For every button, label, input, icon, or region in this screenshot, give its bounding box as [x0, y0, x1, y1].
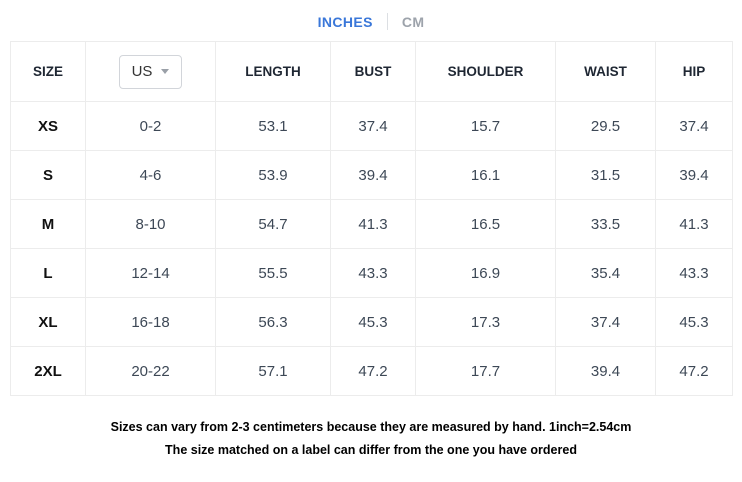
cell-shoulder: 16.5 — [415, 199, 556, 249]
table-row-xs: XS 0-2 53.1 37.4 15.7 29.5 37.4 — [10, 101, 733, 151]
unit-tab-cm[interactable]: CM — [401, 13, 425, 30]
cell-size: L — [10, 248, 86, 298]
header-hip: HIP — [655, 41, 733, 102]
cell-size: M — [10, 199, 86, 249]
cell-hip: 37.4 — [655, 101, 733, 151]
cell-us: 0-2 — [85, 101, 216, 151]
header-region: US — [85, 41, 216, 102]
unit-tab-inches[interactable]: INCHES — [317, 13, 373, 30]
chevron-down-icon — [161, 69, 170, 74]
cell-bust: 47.2 — [330, 346, 416, 396]
cell-hip: 41.3 — [655, 199, 733, 249]
disclaimer-line-1: Sizes can vary from 2-3 centimeters beca… — [110, 420, 632, 434]
cell-us: 8-10 — [85, 199, 216, 249]
table-row-s: S 4-6 53.9 39.4 16.1 31.5 39.4 — [10, 150, 733, 200]
cell-waist: 31.5 — [555, 150, 656, 200]
cell-length: 57.1 — [215, 346, 331, 396]
cell-us: 20-22 — [85, 346, 216, 396]
table-row-l: L 12-14 55.5 43.3 16.9 35.4 43.3 — [10, 248, 733, 298]
cell-size: S — [10, 150, 86, 200]
cell-bust: 37.4 — [330, 101, 416, 151]
header-size: SIZE — [10, 41, 86, 102]
unit-toggle: INCHES CM — [0, 0, 742, 41]
cell-length: 54.7 — [215, 199, 331, 249]
cell-waist: 35.4 — [555, 248, 656, 298]
cell-waist: 33.5 — [555, 199, 656, 249]
cell-bust: 45.3 — [330, 297, 416, 347]
cell-shoulder: 17.7 — [415, 346, 556, 396]
cell-bust: 43.3 — [330, 248, 416, 298]
cell-shoulder: 16.1 — [415, 150, 556, 200]
cell-length: 53.1 — [215, 101, 331, 151]
table-row-m: M 8-10 54.7 41.3 16.5 33.5 41.3 — [10, 199, 733, 249]
cell-size: XS — [10, 101, 86, 151]
cell-length: 56.3 — [215, 297, 331, 347]
cell-size: 2XL — [10, 346, 86, 396]
cell-size: XL — [10, 297, 86, 347]
cell-length: 55.5 — [215, 248, 331, 298]
header-waist: WAIST — [555, 41, 656, 102]
cell-bust: 41.3 — [330, 199, 416, 249]
cell-us: 16-18 — [85, 297, 216, 347]
header-shoulder: SHOULDER — [415, 41, 556, 102]
header-row: SIZE US LENGTH BUST SHOULDER WAIST HIP — [10, 41, 733, 102]
cell-hip: 39.4 — [655, 150, 733, 200]
header-bust: BUST — [330, 41, 416, 102]
table-row-xl: XL 16-18 56.3 45.3 17.3 37.4 45.3 — [10, 297, 733, 347]
table-row-2xl: 2XL 20-22 57.1 47.2 17.7 39.4 47.2 — [10, 346, 733, 396]
unit-toggle-divider — [386, 13, 388, 30]
cell-hip: 43.3 — [655, 248, 733, 298]
disclaimer-line-2: The size matched on a label can differ f… — [165, 443, 577, 457]
region-select-dropdown[interactable]: US — [118, 54, 183, 89]
cell-hip: 47.2 — [655, 346, 733, 396]
cell-bust: 39.4 — [330, 150, 416, 200]
size-disclaimer: Sizes can vary from 2-3 centimeters beca… — [0, 420, 742, 458]
cell-shoulder: 16.9 — [415, 248, 556, 298]
size-chart-table: SIZE US LENGTH BUST SHOULDER WAIST HIP X… — [10, 41, 733, 396]
header-length: LENGTH — [215, 41, 331, 102]
cell-length: 53.9 — [215, 150, 331, 200]
cell-us: 4-6 — [85, 150, 216, 200]
cell-shoulder: 17.3 — [415, 297, 556, 347]
cell-waist: 39.4 — [555, 346, 656, 396]
cell-waist: 37.4 — [555, 297, 656, 347]
cell-shoulder: 15.7 — [415, 101, 556, 151]
cell-us: 12-14 — [85, 248, 216, 298]
cell-waist: 29.5 — [555, 101, 656, 151]
region-select-value: US — [131, 63, 153, 80]
cell-hip: 45.3 — [655, 297, 733, 347]
